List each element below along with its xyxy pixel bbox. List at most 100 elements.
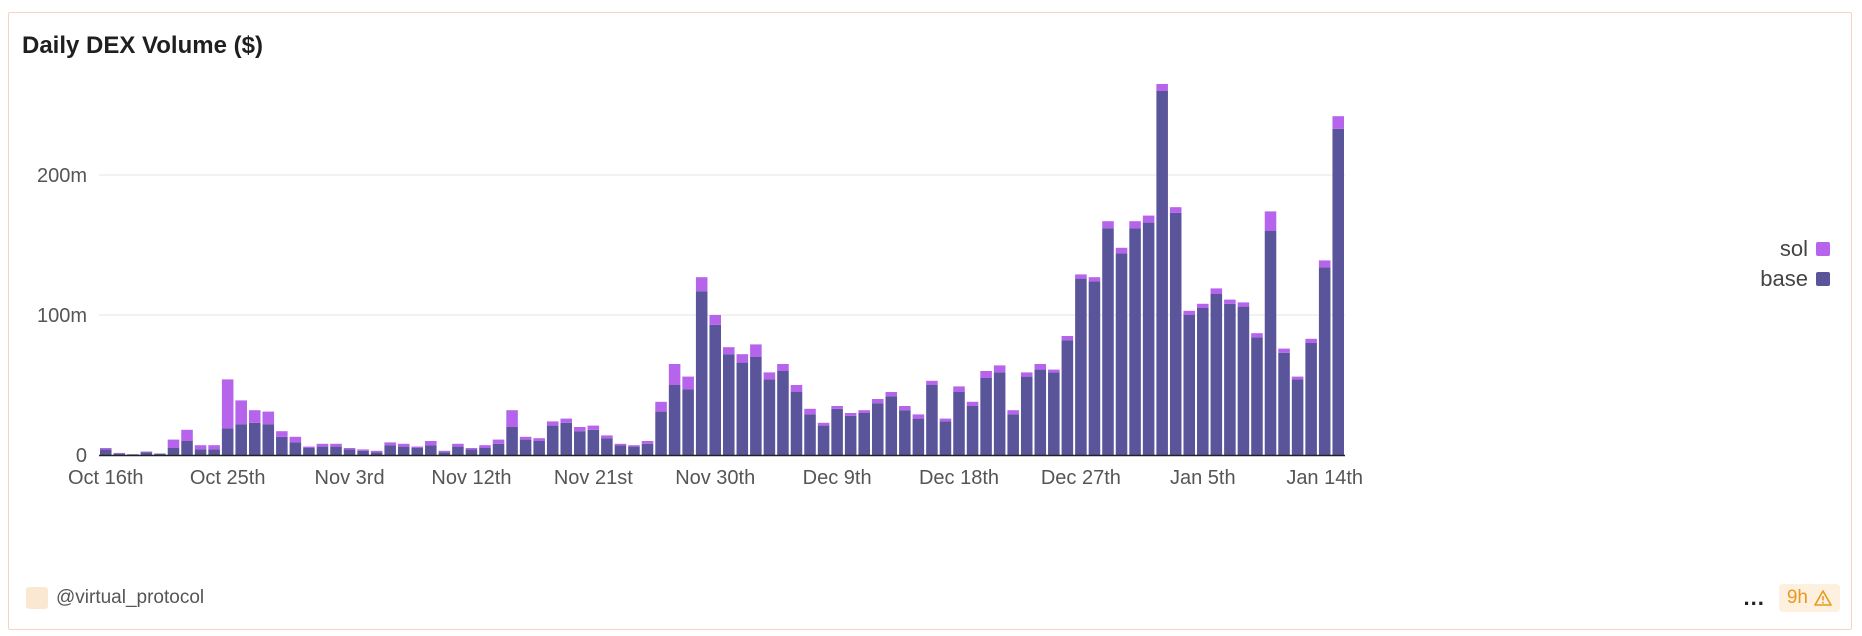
bar-base[interactable]: [885, 396, 898, 455]
bar-sol[interactable]: [1237, 302, 1250, 307]
bar-base[interactable]: [871, 403, 884, 455]
bar-sol[interactable]: [790, 385, 803, 392]
bar-sol[interactable]: [1332, 116, 1344, 129]
bar-base[interactable]: [926, 385, 938, 455]
bar-base[interactable]: [723, 354, 735, 455]
bar-base[interactable]: [411, 448, 424, 455]
bar-sol[interactable]: [1305, 338, 1317, 343]
bar-sol[interactable]: [912, 414, 925, 419]
bar-base[interactable]: [330, 446, 342, 455]
bar-sol[interactable]: [1034, 364, 1047, 370]
bar-sol[interactable]: [601, 435, 613, 439]
bar-sol[interactable]: [1088, 277, 1101, 282]
bar-sol[interactable]: [235, 400, 247, 425]
bar-base[interactable]: [1142, 222, 1155, 455]
bar-sol[interactable]: [858, 410, 870, 413]
bar-base[interactable]: [1318, 267, 1331, 455]
bar-sol[interactable]: [763, 372, 776, 380]
bar-base[interactable]: [1169, 212, 1182, 455]
bar-base[interactable]: [303, 448, 315, 455]
bar-sol[interactable]: [181, 429, 193, 441]
bar-sol[interactable]: [1197, 303, 1209, 308]
bar-base[interactable]: [966, 406, 979, 455]
bar-base[interactable]: [790, 392, 803, 455]
bar-base[interactable]: [465, 449, 478, 455]
bar-sol[interactable]: [533, 438, 545, 441]
bar-sol[interactable]: [817, 422, 830, 426]
bar-sol[interactable]: [1251, 333, 1263, 338]
bar-sol[interactable]: [980, 371, 992, 378]
bar-sol[interactable]: [465, 448, 478, 450]
bar-sol[interactable]: [411, 446, 424, 448]
bar-base[interactable]: [425, 445, 437, 455]
bar-base[interactable]: [980, 378, 992, 455]
bar-base[interactable]: [1197, 308, 1209, 455]
bar-base[interactable]: [1237, 306, 1250, 455]
bar-base[interactable]: [1075, 278, 1087, 455]
bar-sol[interactable]: [966, 401, 979, 406]
bar-base[interactable]: [1210, 294, 1223, 455]
bar-base[interactable]: [1007, 414, 1019, 455]
bar-base[interactable]: [614, 445, 627, 455]
bar-sol[interactable]: [939, 418, 952, 422]
bar-base[interactable]: [397, 446, 410, 455]
bar-base[interactable]: [248, 422, 261, 455]
legend-swatch-sol[interactable]: [1816, 242, 1830, 256]
bar-base[interactable]: [113, 453, 126, 455]
bar-sol[interactable]: [289, 436, 302, 443]
bar-base[interactable]: [736, 362, 749, 455]
bar-base[interactable]: [641, 443, 654, 455]
bar-sol[interactable]: [668, 364, 681, 385]
bar-base[interactable]: [804, 414, 816, 455]
bar-sol[interactable]: [167, 439, 180, 448]
bar-sol[interactable]: [330, 443, 342, 447]
bar-base[interactable]: [709, 324, 721, 455]
bar-sol[interactable]: [1318, 260, 1331, 268]
bar-base[interactable]: [194, 449, 207, 455]
bar-base[interactable]: [1115, 253, 1128, 455]
bar-sol[interactable]: [926, 380, 938, 385]
bar-base[interactable]: [587, 429, 600, 455]
bar-sol[interactable]: [1142, 215, 1155, 223]
bar-base[interactable]: [899, 410, 911, 455]
bar-sol[interactable]: [777, 364, 789, 371]
bar-base[interactable]: [235, 424, 247, 455]
bar-sol[interactable]: [248, 410, 261, 423]
bar-base[interactable]: [628, 446, 640, 455]
bar-base[interactable]: [506, 427, 518, 455]
bar-base[interactable]: [167, 448, 180, 455]
bar-base[interactable]: [1264, 231, 1277, 455]
bar-sol[interactable]: [953, 386, 965, 392]
bar-sol[interactable]: [723, 347, 735, 355]
bar-sol[interactable]: [370, 450, 383, 453]
bar-base[interactable]: [1034, 369, 1047, 455]
bar-base[interactable]: [817, 425, 830, 455]
bar-sol[interactable]: [438, 450, 451, 453]
bar-base[interactable]: [939, 421, 952, 455]
bar-base[interactable]: [1129, 228, 1141, 455]
bar-sol[interactable]: [140, 451, 153, 453]
bar-base[interactable]: [492, 443, 505, 455]
bar-base[interactable]: [208, 449, 220, 455]
bar-base[interactable]: [452, 446, 464, 455]
bar-base[interactable]: [953, 392, 965, 455]
bar-sol[interactable]: [871, 399, 884, 404]
bar-base[interactable]: [1183, 315, 1196, 455]
bar-sol[interactable]: [519, 436, 532, 440]
bar-sol[interactable]: [546, 421, 559, 426]
bar-base[interactable]: [140, 452, 153, 455]
bar-base[interactable]: [1156, 91, 1168, 455]
bar-base[interactable]: [343, 449, 356, 455]
bar-sol[interactable]: [831, 406, 843, 409]
bar-sol[interactable]: [574, 427, 586, 432]
bar-base[interactable]: [560, 422, 573, 455]
bar-base[interactable]: [100, 449, 112, 455]
bar-sol[interactable]: [804, 408, 816, 415]
bar-base[interactable]: [1061, 340, 1074, 455]
bar-base[interactable]: [668, 385, 681, 455]
bar-sol[interactable]: [194, 445, 207, 450]
bar-base[interactable]: [384, 445, 396, 455]
bar-base[interactable]: [316, 446, 329, 455]
bar-sol[interactable]: [276, 431, 288, 437]
bar-sol[interactable]: [1048, 369, 1060, 373]
